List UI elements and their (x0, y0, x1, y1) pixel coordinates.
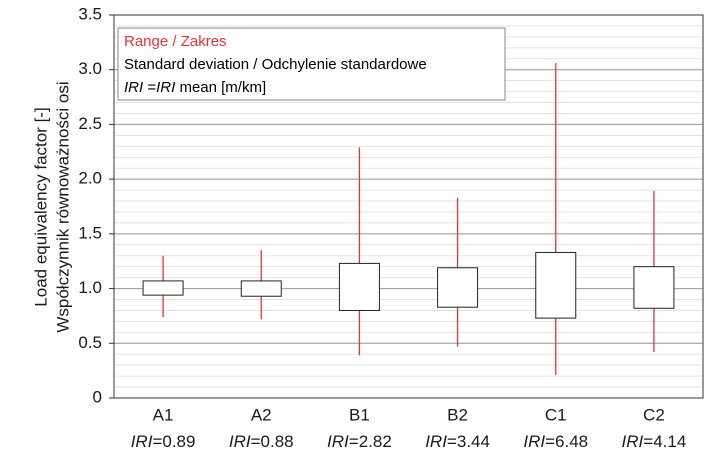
iri-symbol: IRI (425, 432, 447, 451)
std-box (240, 280, 282, 297)
iri-symbol: IRI (131, 432, 153, 451)
x-sublabel: IRI=0.89 (131, 432, 196, 451)
y-label: Load equivalency factor [-] (31, 107, 50, 306)
legend-entry: Range / Zakres (124, 33, 227, 50)
x-sublabel: IRI=2.82 (327, 432, 392, 451)
x-tick-label: A2 (251, 405, 272, 424)
y-label: Współczynnik równoważności osi (53, 81, 72, 332)
y-tick-label: 2.5 (78, 114, 102, 133)
std-box (142, 280, 184, 296)
legend-text: mean [m/km] (175, 79, 266, 96)
iri-value: =4.14 (643, 432, 686, 451)
y-tick-label: 1.0 (78, 278, 102, 297)
iri-value: =6.48 (545, 432, 588, 451)
iri-value: =3.44 (447, 432, 490, 451)
legend-text: IRI (156, 79, 175, 96)
legend-box (117, 27, 506, 101)
iri-symbol: IRI (523, 432, 545, 451)
iri-symbol: IRI (229, 432, 251, 451)
y-tick-label: 3.5 (78, 4, 102, 23)
std-box (437, 267, 479, 308)
legend-text: = (143, 79, 156, 96)
std-box (633, 266, 675, 309)
x-tick-label: A1 (153, 405, 174, 424)
y-tick-label: 1.5 (78, 223, 102, 242)
legend-text: IRI (124, 79, 143, 96)
x-sublabel: IRI=4.14 (622, 432, 687, 451)
iri-symbol: IRI (622, 432, 644, 451)
x-sublabel: IRI=0.88 (229, 432, 294, 451)
x-sublabel: IRI=6.48 (523, 432, 588, 451)
x-tick-label: B2 (447, 405, 468, 424)
y-tick-label: 2.0 (78, 169, 102, 188)
x-tick-label: C2 (643, 405, 665, 424)
legend-text: Standard deviation / Odchylenie standard… (124, 56, 427, 73)
x-sublabel: IRI=3.44 (425, 432, 490, 451)
legend-text: Range / Zakres (124, 33, 227, 50)
iri-symbol: IRI (327, 432, 349, 451)
iri-value: =2.82 (349, 432, 392, 451)
legend-entry: IRI =IRI mean [m/km] (124, 79, 266, 96)
y-tick-label: 0.5 (78, 333, 102, 352)
plot-frame (113, 14, 704, 399)
std-box (338, 262, 380, 311)
y-axis-title: Load equivalency factor [-] Współczynnik… (31, 81, 72, 332)
y-tick-label: 0 (93, 387, 102, 406)
iri-value: =0.88 (251, 432, 294, 451)
legend-entry: Standard deviation / Odchylenie standard… (124, 56, 427, 73)
x-tick-label: C1 (545, 405, 567, 424)
y-tick-label: 3.0 (78, 59, 102, 78)
x-tick-label: B1 (349, 405, 370, 424)
iri-value: =0.89 (152, 432, 195, 451)
std-box (535, 251, 577, 319)
